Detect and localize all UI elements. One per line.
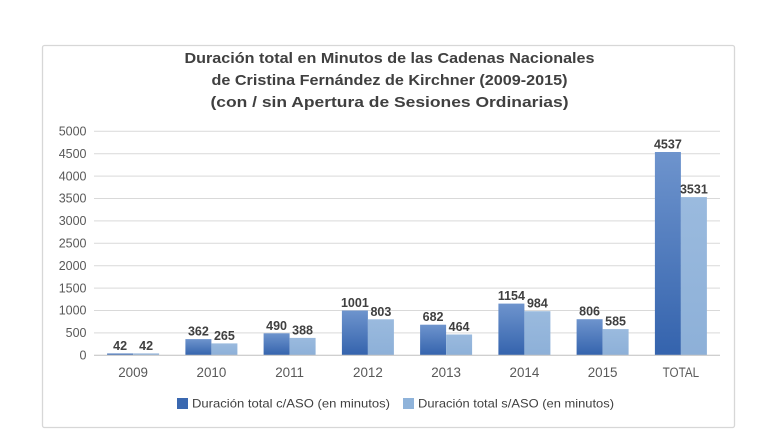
- svg-text:1500: 1500: [59, 281, 87, 295]
- svg-text:4000: 4000: [59, 169, 87, 183]
- svg-text:806: 806: [579, 305, 600, 319]
- svg-text:42: 42: [139, 339, 153, 353]
- svg-text:de Cristina Fernández de Kirch: de Cristina Fernández de Kirchner (2009-…: [212, 72, 568, 89]
- svg-text:(con / sin Apertura de Sesione: (con / sin Apertura de Sesiones Ordinari…: [211, 94, 569, 111]
- svg-text:0: 0: [80, 349, 87, 363]
- svg-text:464: 464: [449, 320, 470, 334]
- svg-text:5000: 5000: [59, 125, 87, 139]
- svg-text:362: 362: [188, 325, 209, 339]
- svg-text:1154: 1154: [498, 289, 525, 303]
- svg-text:265: 265: [214, 329, 235, 343]
- svg-text:1001: 1001: [341, 296, 369, 310]
- svg-text:2015: 2015: [588, 365, 618, 380]
- svg-text:2500: 2500: [59, 237, 87, 251]
- svg-text:TOTAL: TOTAL: [663, 365, 700, 380]
- svg-text:Duración total s/ASO (en minut: Duración total s/ASO (en minutos): [418, 397, 614, 411]
- svg-text:3531: 3531: [680, 183, 708, 197]
- svg-text:2011: 2011: [275, 365, 304, 380]
- svg-text:682: 682: [423, 310, 444, 324]
- svg-text:490: 490: [266, 319, 287, 333]
- svg-text:Duración total en Minutos de l: Duración total en Minutos de las Cadenas…: [185, 50, 595, 67]
- svg-text:2012: 2012: [353, 365, 383, 380]
- svg-text:803: 803: [370, 305, 391, 319]
- svg-text:4500: 4500: [59, 147, 87, 161]
- svg-text:42: 42: [113, 339, 127, 353]
- svg-text:2009: 2009: [118, 365, 148, 380]
- svg-text:Duración total c/ASO (en minut: Duración total c/ASO (en minutos): [192, 397, 390, 411]
- svg-text:4537: 4537: [654, 138, 682, 152]
- svg-text:585: 585: [605, 315, 626, 329]
- svg-text:984: 984: [527, 297, 548, 311]
- svg-text:1000: 1000: [59, 304, 87, 318]
- svg-text:388: 388: [292, 323, 313, 337]
- svg-text:2014: 2014: [510, 365, 540, 380]
- svg-text:3500: 3500: [59, 192, 87, 206]
- svg-text:2010: 2010: [197, 365, 227, 380]
- svg-text:3000: 3000: [59, 214, 87, 228]
- svg-text:500: 500: [66, 326, 87, 340]
- svg-text:2013: 2013: [431, 365, 461, 380]
- svg-text:2000: 2000: [59, 259, 87, 273]
